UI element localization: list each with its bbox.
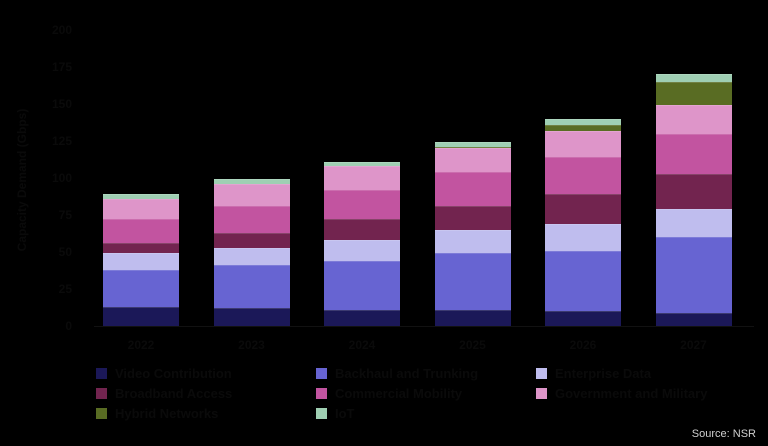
- bar-segment: [103, 253, 179, 270]
- legend-label: Broadband Access: [115, 386, 233, 401]
- legend-item: Government and Military: [536, 386, 707, 401]
- bar-2025: [434, 0, 511, 326]
- bar-segment: [655, 237, 732, 313]
- bar-segment: [213, 247, 290, 266]
- bar-segment: [545, 194, 621, 224]
- y-tick-label: 25: [58, 282, 72, 296]
- bar-segment: [655, 312, 732, 326]
- bar-2026: [545, 0, 621, 326]
- bar-segment: [103, 198, 179, 220]
- bar-2022: [103, 0, 179, 326]
- bar-2027: [655, 0, 732, 326]
- y-tick-label: 150: [51, 97, 72, 111]
- bar-segment: [545, 118, 621, 125]
- bar-segment: [213, 179, 290, 184]
- y-tick-label: 200: [51, 23, 72, 37]
- bar-segment: [434, 142, 511, 147]
- legend-item: Broadband Access: [96, 386, 232, 401]
- bar-segment: [655, 173, 732, 210]
- bar-segment: [103, 269, 179, 307]
- legend-item: Enterprise Data: [536, 366, 651, 381]
- bar-segment: [324, 219, 400, 241]
- x-tick-label: 2023: [238, 338, 265, 352]
- legend-swatch: [316, 408, 327, 419]
- legend-item: Commercial Mobility: [316, 386, 462, 401]
- bar-segment: [213, 183, 290, 207]
- x-axis-line: [94, 326, 754, 327]
- bar-segment: [213, 206, 290, 233]
- x-tick-label: 2027: [680, 338, 707, 352]
- bar-segment: [324, 189, 400, 220]
- legend-swatch: [96, 388, 107, 399]
- bar-segment: [103, 194, 179, 199]
- x-tick-label: 2024: [348, 338, 376, 352]
- legend-item: Backhaul and Trunking: [316, 366, 478, 381]
- legend-swatch: [536, 368, 547, 379]
- bar-segment: [103, 306, 179, 326]
- bar-segment: [655, 81, 732, 106]
- bar-segment: [545, 250, 621, 312]
- legend-label: Backhaul and Trunking: [335, 366, 479, 381]
- legend-item: Video Contribution: [96, 366, 232, 381]
- bar-segment: [545, 130, 621, 158]
- bar-segment: [655, 133, 732, 174]
- legend-swatch: [96, 408, 107, 419]
- bar-segment: [324, 166, 400, 190]
- bar-segment: [434, 229, 511, 254]
- y-tick-label: 75: [58, 208, 72, 222]
- bar-segment: [655, 74, 732, 82]
- legend-swatch: [96, 368, 107, 379]
- y-tick-label: 175: [51, 60, 72, 74]
- legend-label: Hybrid Networks: [115, 406, 219, 421]
- y-axis-label: Capacity Demand (Gbps): [15, 108, 29, 252]
- bar-segment: [545, 223, 621, 251]
- x-tick-label: 2026: [569, 338, 597, 352]
- x-tick-label: 2022: [127, 338, 155, 352]
- bar-segment: [324, 260, 400, 310]
- bar-segment: [434, 172, 511, 207]
- x-tick-label: 2025: [459, 338, 486, 352]
- legend-swatch: [316, 368, 327, 379]
- bar-segment: [655, 105, 732, 134]
- bar-segment: [545, 157, 621, 195]
- bar-segment: [324, 309, 400, 326]
- legend-swatch: [536, 388, 547, 399]
- y-tick-label: 0: [65, 319, 72, 333]
- bar-segment: [545, 311, 621, 326]
- bar-segment: [213, 265, 290, 309]
- bar-2023: [213, 0, 290, 326]
- bar-segment: [103, 219, 179, 244]
- bar-segment: [434, 253, 511, 310]
- y-tick-label: 125: [51, 134, 72, 148]
- bar-2024: [324, 0, 400, 326]
- legend-label: Commercial Mobility: [335, 386, 463, 401]
- y-tick-label: 50: [58, 245, 72, 259]
- bar-segment: [434, 206, 511, 230]
- source-note: Source: NSR: [691, 428, 756, 440]
- bar-segment: [655, 209, 732, 238]
- legend-label: Enterprise Data: [555, 366, 652, 381]
- legend-label: IoT: [335, 406, 355, 421]
- bar-segment: [434, 146, 511, 149]
- y-tick-label: 100: [51, 171, 72, 185]
- legend-item: Hybrid Networks: [96, 406, 218, 421]
- bar-segment: [213, 308, 290, 326]
- bar-segment: [324, 240, 400, 261]
- legend-label: Government and Military: [555, 386, 708, 401]
- legend-item: IoT: [316, 406, 355, 421]
- bar-segment: [434, 309, 511, 326]
- legend-swatch: [316, 388, 327, 399]
- bar-segment: [103, 243, 179, 254]
- bar-segment: [434, 148, 511, 173]
- legend-label: Video Contribution: [115, 366, 232, 381]
- bar-segment: [545, 124, 621, 131]
- bar-segment: [324, 161, 400, 167]
- bar-segment: [213, 232, 290, 248]
